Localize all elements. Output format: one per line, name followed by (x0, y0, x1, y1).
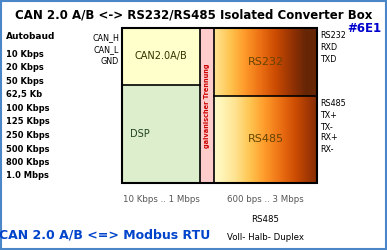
Text: RXD: RXD (320, 44, 337, 52)
Text: RS232: RS232 (247, 57, 284, 67)
Text: TXD: TXD (320, 54, 336, 64)
Text: CAN2.0A/B: CAN2.0A/B (135, 52, 187, 62)
Text: Voll- Halb- Duplex: Voll- Halb- Duplex (227, 233, 304, 242)
Text: CAN_L: CAN_L (94, 46, 119, 54)
Bar (122, 28, 200, 85)
Text: 800 Kbps: 800 Kbps (6, 158, 50, 167)
Bar (200, 28, 214, 183)
Text: RX+: RX+ (320, 134, 337, 142)
Bar (122, 85, 200, 183)
Text: RS485: RS485 (247, 134, 284, 144)
Text: 125 Kbps: 125 Kbps (6, 118, 50, 126)
Text: RS485: RS485 (320, 100, 346, 108)
Text: DSP: DSP (130, 129, 150, 139)
Text: 20 Kbps: 20 Kbps (6, 64, 44, 72)
Text: CAN 2.0 A/B <=> Modbus RTU: CAN 2.0 A/B <=> Modbus RTU (0, 229, 211, 242)
Text: 62,5 Kb: 62,5 Kb (6, 90, 42, 100)
Text: 600 bps .. 3 Mbps: 600 bps .. 3 Mbps (227, 195, 304, 204)
Text: galvanischer Trennung: galvanischer Trennung (204, 63, 210, 148)
Text: 500 Kbps: 500 Kbps (6, 144, 50, 154)
Text: TX-: TX- (320, 122, 333, 132)
Text: 100 Kbps: 100 Kbps (6, 104, 50, 113)
Text: 50 Kbps: 50 Kbps (6, 77, 44, 86)
Text: 10 Kbps .. 1 Mbps: 10 Kbps .. 1 Mbps (123, 195, 199, 204)
Text: 1.0 Mbps: 1.0 Mbps (6, 172, 49, 180)
Text: 250 Kbps: 250 Kbps (6, 131, 50, 140)
Text: RX-: RX- (320, 144, 334, 154)
Bar (122, 28, 317, 183)
Text: Autobaud: Autobaud (6, 32, 55, 41)
Text: TX+: TX+ (320, 112, 337, 120)
Text: #6E1: #6E1 (347, 22, 381, 35)
Text: RS485: RS485 (252, 215, 279, 224)
Text: GND: GND (101, 58, 119, 66)
Text: CAN_H: CAN_H (92, 34, 119, 42)
Text: 10 Kbps: 10 Kbps (6, 50, 44, 59)
Text: RS232: RS232 (320, 32, 346, 40)
Text: CAN 2.0 A/B <-> RS232/RS485 Isolated Converter Box: CAN 2.0 A/B <-> RS232/RS485 Isolated Con… (15, 8, 372, 21)
